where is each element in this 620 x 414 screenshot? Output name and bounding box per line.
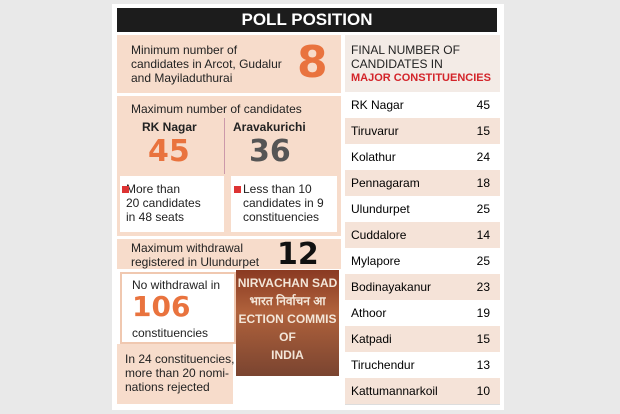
table-row: Cuddalore 14 (345, 222, 500, 249)
candidates: 25 (476, 202, 490, 216)
text: No withdrawal in (132, 278, 221, 292)
withdrawal-text: Maximum withdrawal registered in Ulundur… (131, 241, 259, 269)
constituency: RK Nagar (351, 98, 404, 112)
text-line: NIRVACHAN SAD (237, 276, 338, 290)
constituency: Katpadi (351, 332, 392, 346)
maximum-box: Maximum number of candidates RK Nagar 45… (117, 96, 341, 236)
minimum-text: Minimum number of candidates in Arcot, G… (131, 43, 282, 85)
constituency: Mylapore (351, 254, 401, 268)
no-withdrawal-box: No withdrawal in 106 constituencies (120, 272, 236, 344)
table-row: Ulundurpet 25 (345, 196, 500, 223)
text-line: ECTION COMMIS (238, 312, 337, 326)
text-line: candidates in Arcot, Gudalur (131, 57, 282, 71)
text-line: More than (126, 182, 181, 196)
item-number: 45 (148, 134, 190, 169)
table-row: Tiruvarur 15 (345, 118, 500, 145)
item: RK Nagar 45 (120, 118, 225, 174)
text-line: in 48 seats (126, 210, 185, 224)
title: POLL POSITION (117, 8, 497, 32)
note: Less than 10 candidates in 9 constituenc… (231, 176, 337, 232)
candidates: 19 (476, 306, 490, 320)
text-line: Minimum number of (131, 43, 238, 57)
table: FINAL NUMBER OF CANDIDATES IN MAJOR CONS… (345, 35, 500, 405)
note-text: More than 20 candidates in 48 seats (126, 182, 201, 224)
item: Aravakurichi 36 (227, 118, 337, 174)
withdrawal-box: Maximum withdrawal registered in Ulundur… (117, 237, 341, 272)
constituency: Tiruvarur (351, 124, 399, 138)
item-name: RK Nagar (142, 120, 197, 134)
candidates: 18 (476, 176, 490, 190)
note: More than 20 candidates in 48 seats (120, 176, 224, 232)
text-line: Maximum withdrawal (131, 241, 244, 255)
text: constituencies (132, 326, 209, 340)
table-heading: FINAL NUMBER OF CANDIDATES IN MAJOR CONS… (351, 43, 491, 85)
text-line: INDIA (271, 348, 304, 362)
constituency: Pennagaram (351, 176, 420, 190)
constituency: Athoor (351, 306, 387, 320)
text-line: more than 20 nomi- (125, 366, 230, 380)
minimum-number: 8 (297, 37, 328, 88)
bullet (122, 186, 129, 193)
minimum-box: Minimum number of candidates in Arcot, G… (117, 35, 341, 93)
constituency: Ulundurpet (351, 202, 410, 216)
table-row: Pennagaram 18 (345, 170, 500, 197)
number: 106 (132, 290, 191, 323)
candidates: 23 (476, 280, 490, 294)
table-row: Kolathur 24 (345, 144, 500, 171)
constituency: Cuddalore (351, 228, 407, 242)
candidates: 14 (476, 228, 490, 242)
item-name: Aravakurichi (233, 120, 306, 134)
candidates: 24 (476, 150, 490, 164)
text-line: and Mayiladuthurai (131, 71, 233, 85)
table-row: Tiruchendur 13 (345, 352, 500, 379)
text-line: CANDIDATES IN (351, 57, 443, 71)
rejected-box: In 24 constituencies, more than 20 nomi-… (117, 344, 234, 404)
constituency: Kattumannarkoil (351, 384, 438, 398)
table-row: Bodinayakanur 23 (345, 274, 500, 301)
maximum-label: Maximum number of candidates (131, 102, 302, 116)
constituency: Bodinayakanur (351, 280, 432, 294)
constituency: Tiruchendur (351, 358, 415, 372)
candidates: 15 (476, 124, 490, 138)
candidates: 10 (476, 384, 490, 398)
text-line: 20 candidates (126, 196, 201, 210)
candidates: 15 (476, 332, 490, 346)
bullet (234, 186, 241, 193)
text-line: nations rejected (125, 380, 210, 394)
text-highlight: MAJOR CONSTITUENCIES (351, 72, 491, 84)
text-line: FINAL NUMBER OF (351, 43, 460, 57)
withdrawal-number: 12 (277, 237, 319, 272)
text-line: candidates in 9 (243, 196, 324, 210)
table-row: Athoor 19 (345, 300, 500, 327)
note-text: Less than 10 candidates in 9 constituenc… (243, 182, 324, 224)
text-line: constituencies (243, 210, 320, 224)
text-line: In 24 constituencies, (125, 352, 235, 366)
table-row: Katpadi 15 (345, 326, 500, 353)
infographic: POLL POSITION Minimum number of candidat… (112, 4, 504, 410)
rejected-text: In 24 constituencies, more than 20 nomi-… (125, 352, 234, 394)
text-line: Less than 10 (243, 182, 312, 196)
photo-text: NIRVACHAN SAD भारत निर्वाचन आ ECTION COM… (236, 274, 339, 364)
item-number: 36 (249, 134, 291, 169)
text-line: registered in Ulundurpet (131, 255, 260, 269)
table-row: Kattumannarkoil 10 (345, 378, 500, 405)
photo: NIRVACHAN SAD भारत निर्वाचन आ ECTION COM… (236, 270, 339, 376)
table-row: Mylapore 25 (345, 248, 500, 275)
text-line: OF (279, 330, 296, 344)
constituency: Kolathur (351, 150, 396, 164)
candidates: 45 (476, 98, 490, 112)
text-line: भारत निर्वाचन आ (249, 294, 326, 308)
candidates: 13 (476, 358, 490, 372)
table-row: RK Nagar 45 (345, 92, 500, 119)
candidates: 25 (476, 254, 490, 268)
